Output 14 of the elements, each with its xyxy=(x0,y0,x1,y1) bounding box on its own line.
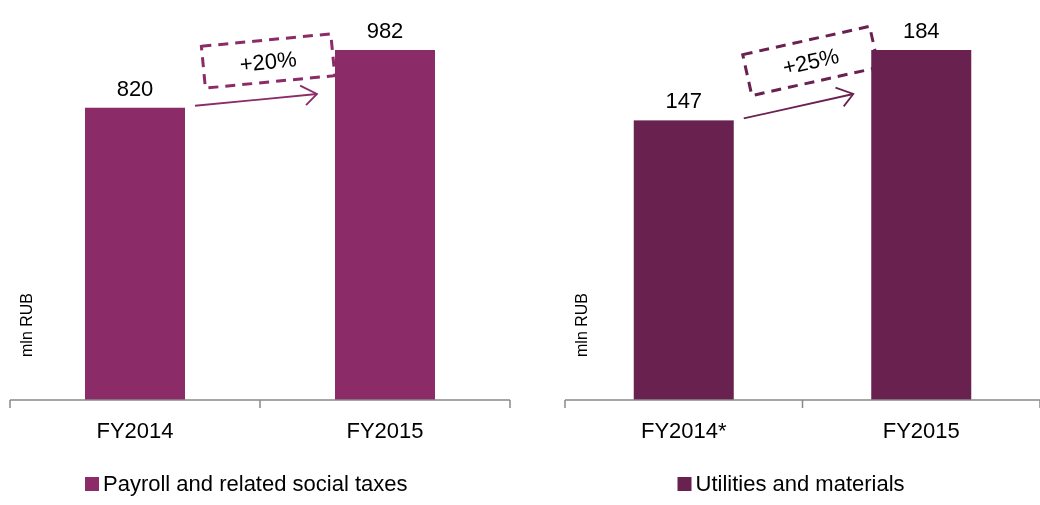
annotation: +25% xyxy=(780,43,842,80)
x-tick-label: FY2014 xyxy=(96,418,174,443)
data-label: 982 xyxy=(366,18,404,43)
x-tick-label: FY2015 xyxy=(882,418,960,443)
x-tick-label: FY2014* xyxy=(640,418,727,443)
data-label: 147 xyxy=(665,88,703,114)
data-label: 820 xyxy=(116,75,154,101)
y-axis-title: mln RUB xyxy=(573,292,590,357)
legend-label: Utilities and materials xyxy=(695,471,905,496)
data-label: 184 xyxy=(902,18,940,43)
x-tick-label: FY2015 xyxy=(346,418,424,443)
annotation: +20% xyxy=(238,46,298,77)
legend-label: Payroll and related social taxes xyxy=(103,471,408,496)
y-axis-title: mln RUB xyxy=(18,292,35,357)
